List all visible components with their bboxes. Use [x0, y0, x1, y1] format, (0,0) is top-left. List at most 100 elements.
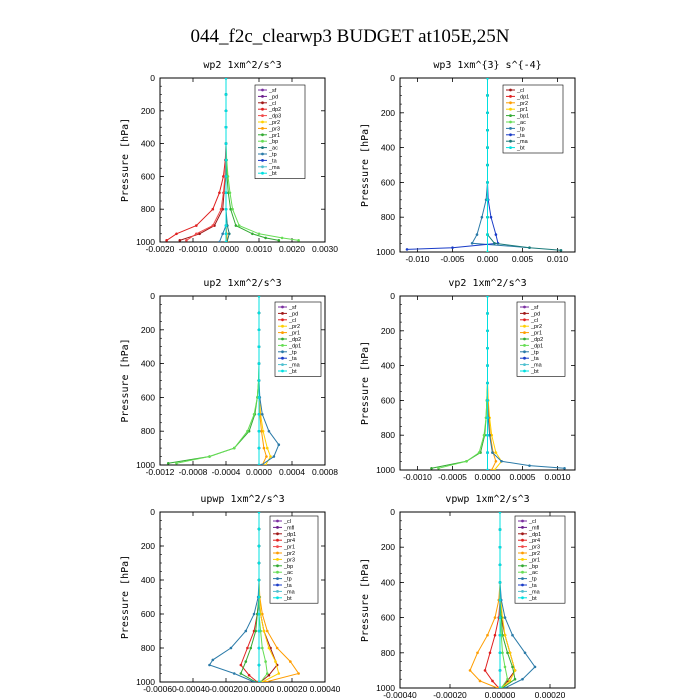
- panel-5-legend-marker: [276, 570, 279, 574]
- panel-6-legend-marker: [521, 526, 524, 529]
- panel-1-legend-marker: [261, 139, 264, 143]
- panel-5-xtick-label: 0.00000: [244, 684, 275, 694]
- panel-5-point-bt: [257, 629, 261, 633]
- panel-6-point-bt: [498, 633, 502, 637]
- panel-1-legend: [254, 84, 306, 179]
- panel-3-legend-marker: [281, 324, 284, 328]
- panel-3-series-pr2: [258, 296, 272, 465]
- panel-3-point-dp1: [175, 462, 178, 465]
- panel-2-legend-marker: [509, 107, 512, 111]
- panel-1-point-bp: [228, 191, 232, 195]
- panel-5-point-bp: [249, 646, 253, 650]
- panel-1-point-bt: [224, 158, 228, 162]
- panel-5-xtick-label: 0.00040: [310, 684, 341, 694]
- panel-3-legend-label: _bt: [288, 369, 297, 375]
- panel-3-xtick-label: 0.0008: [312, 467, 338, 477]
- panel-6-point-pr2: [496, 686, 499, 688]
- panel-4-point-bt: [486, 399, 489, 402]
- panel-2-ytick-label: 600: [381, 177, 395, 187]
- panel-1-point-bt: [224, 224, 228, 227]
- panel-1-legend-label: _pr1: [268, 133, 280, 139]
- panel-4-point-bt: [486, 346, 489, 350]
- panel-5-legend-label: _pr4: [283, 538, 295, 544]
- panel-5-point-pr4: [239, 663, 243, 667]
- panel-4-legend-marker: [523, 363, 526, 366]
- panel-6: vpwp 1xm^2/s^3 Pressure [hPa] 0 200 400 600 80…: [360, 494, 576, 700]
- panel-4-legend-marker: [523, 350, 526, 354]
- panel-6-point-pr2: [468, 669, 472, 672]
- panel-1-point-dp2: [165, 239, 168, 242]
- panel-2: wp3 1xm^{3} s^{-4} Pressure [hPa] 0 200 400 6…: [360, 60, 576, 264]
- panel-1-point-bp: [231, 207, 234, 211]
- panel-1-ytick-label: 0: [150, 73, 155, 83]
- panel-6-point-pr1: [508, 679, 512, 683]
- panel-1-point-tp: [221, 232, 224, 236]
- panel-4-point-bt: [486, 296, 489, 298]
- panel-5-point-bt: [257, 527, 261, 531]
- panel-2-ytick-label: 400: [381, 143, 395, 153]
- panel-4-point-dp2: [430, 466, 433, 470]
- panel-2-point-tp: [480, 215, 484, 219]
- panel-4-point-bt: [486, 433, 489, 437]
- panel-3-point-bt: [257, 296, 261, 298]
- panel-6-xtick-label: 0.00000: [485, 690, 516, 700]
- panel-2-ylabel: Pressure [hPa]: [360, 123, 371, 207]
- panel-3-legend-marker: [281, 331, 284, 334]
- panel-1-legend-label: _dp3: [268, 114, 281, 120]
- panel-4-legend-label: _ma: [530, 363, 543, 369]
- panel-3-ytick-label: 800: [141, 426, 155, 436]
- panel-1-xtick-label: 0.0000: [213, 244, 239, 254]
- panel-4-point-pr1: [494, 460, 498, 463]
- panel-1-xtick-label: 0.0030: [312, 244, 338, 254]
- panel-4-legend-marker: [523, 344, 526, 347]
- panel-5-point-pr2: [289, 660, 292, 663]
- panel-1-point-dp3: [211, 224, 215, 227]
- panel-1-point-bt: [224, 93, 228, 96]
- panel-2-series-ta: [406, 78, 499, 250]
- panel-5-point-bp: [254, 629, 257, 633]
- panel-5-legend-marker: [276, 590, 279, 593]
- panel-5-xtick-label: -0.00020: [209, 684, 243, 694]
- panel-5-point-pr2: [265, 629, 269, 633]
- panel-3-xtick-label: 0.0004: [279, 467, 305, 477]
- panel-1-point-bt: [224, 232, 228, 236]
- panel-2-xtick-label: -0.005: [440, 254, 464, 264]
- panel-1-legend-label: _ac: [268, 146, 278, 152]
- panel-4-xtick-label: -0.0005: [438, 472, 467, 482]
- panel-2-legend: [502, 84, 564, 154]
- panel-2-legend-marker: [509, 114, 512, 117]
- panel-4-legend-label: _sf: [530, 305, 539, 311]
- panel-1-series-cl: [179, 78, 227, 241]
- panel-6-legend-marker: [521, 564, 524, 568]
- panel-3-point-pr2: [265, 446, 269, 450]
- panel-4-legend-marker: [523, 318, 526, 322]
- panel-6-legend-label: _ta: [528, 583, 538, 589]
- panel-1-series-group: [165, 78, 300, 242]
- panel-2-legend-marker: [509, 146, 512, 150]
- panel-3-series-dp2: [168, 296, 260, 464]
- panel-2-ytick-label: 200: [381, 108, 395, 118]
- panel-6-xtick-label: 0.00020: [535, 690, 566, 700]
- panel-1-point-dp3: [195, 232, 198, 236]
- panel-5-legend-marker: [276, 538, 279, 542]
- panel-1-legend-marker: [261, 152, 264, 156]
- panel-5-point-pr4: [246, 646, 249, 650]
- panel-4-legend-label: _dp1: [530, 343, 543, 349]
- panel-1-legend-marker: [261, 114, 264, 117]
- panel-1-ylabel: Pressure [hPa]: [120, 118, 131, 202]
- panel-5-point-bt: [257, 561, 261, 565]
- panel-3-point-pr2: [264, 463, 267, 465]
- panel-5-point-tp: [229, 646, 233, 650]
- panel-2-legend-marker: [509, 133, 512, 137]
- panel-5-series-bp: [240, 512, 260, 682]
- panel-3-point-bt: [257, 362, 261, 365]
- panel-5-series-group: [208, 512, 300, 682]
- panel-1-legend-marker: [261, 95, 264, 98]
- panel-4-xtick-label: -0.0010: [403, 472, 432, 482]
- panel-4-legend-label: _cl: [530, 318, 538, 324]
- panel-1-legend-label: _tp: [268, 152, 277, 158]
- panel-1-legend-label: _bt: [268, 171, 277, 177]
- panel-1-point-dp3: [185, 239, 188, 242]
